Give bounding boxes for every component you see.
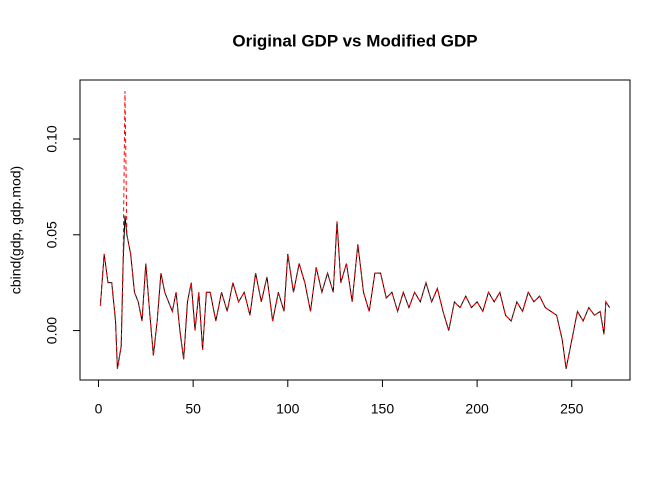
x-tick-label: 200 [465, 401, 489, 417]
chart-title: Original GDP vs Modified GDP [232, 31, 477, 50]
x-tick-label: 100 [276, 401, 300, 417]
x-tick-label: 0 [95, 401, 103, 417]
x-tick-label: 250 [560, 401, 584, 417]
plot-box [79, 79, 631, 381]
y-tick-label: 0.00 [44, 317, 60, 344]
series-line [99, 215, 611, 369]
x-tick-label: 50 [185, 401, 201, 417]
y-tick-label: 0.10 [44, 125, 60, 152]
x-tick-label: 150 [371, 401, 395, 417]
y-axis-label: cbind(gdp, gdp.mod) [8, 166, 24, 294]
y-tick-label: 0.05 [44, 221, 60, 248]
series-line [99, 91, 611, 369]
